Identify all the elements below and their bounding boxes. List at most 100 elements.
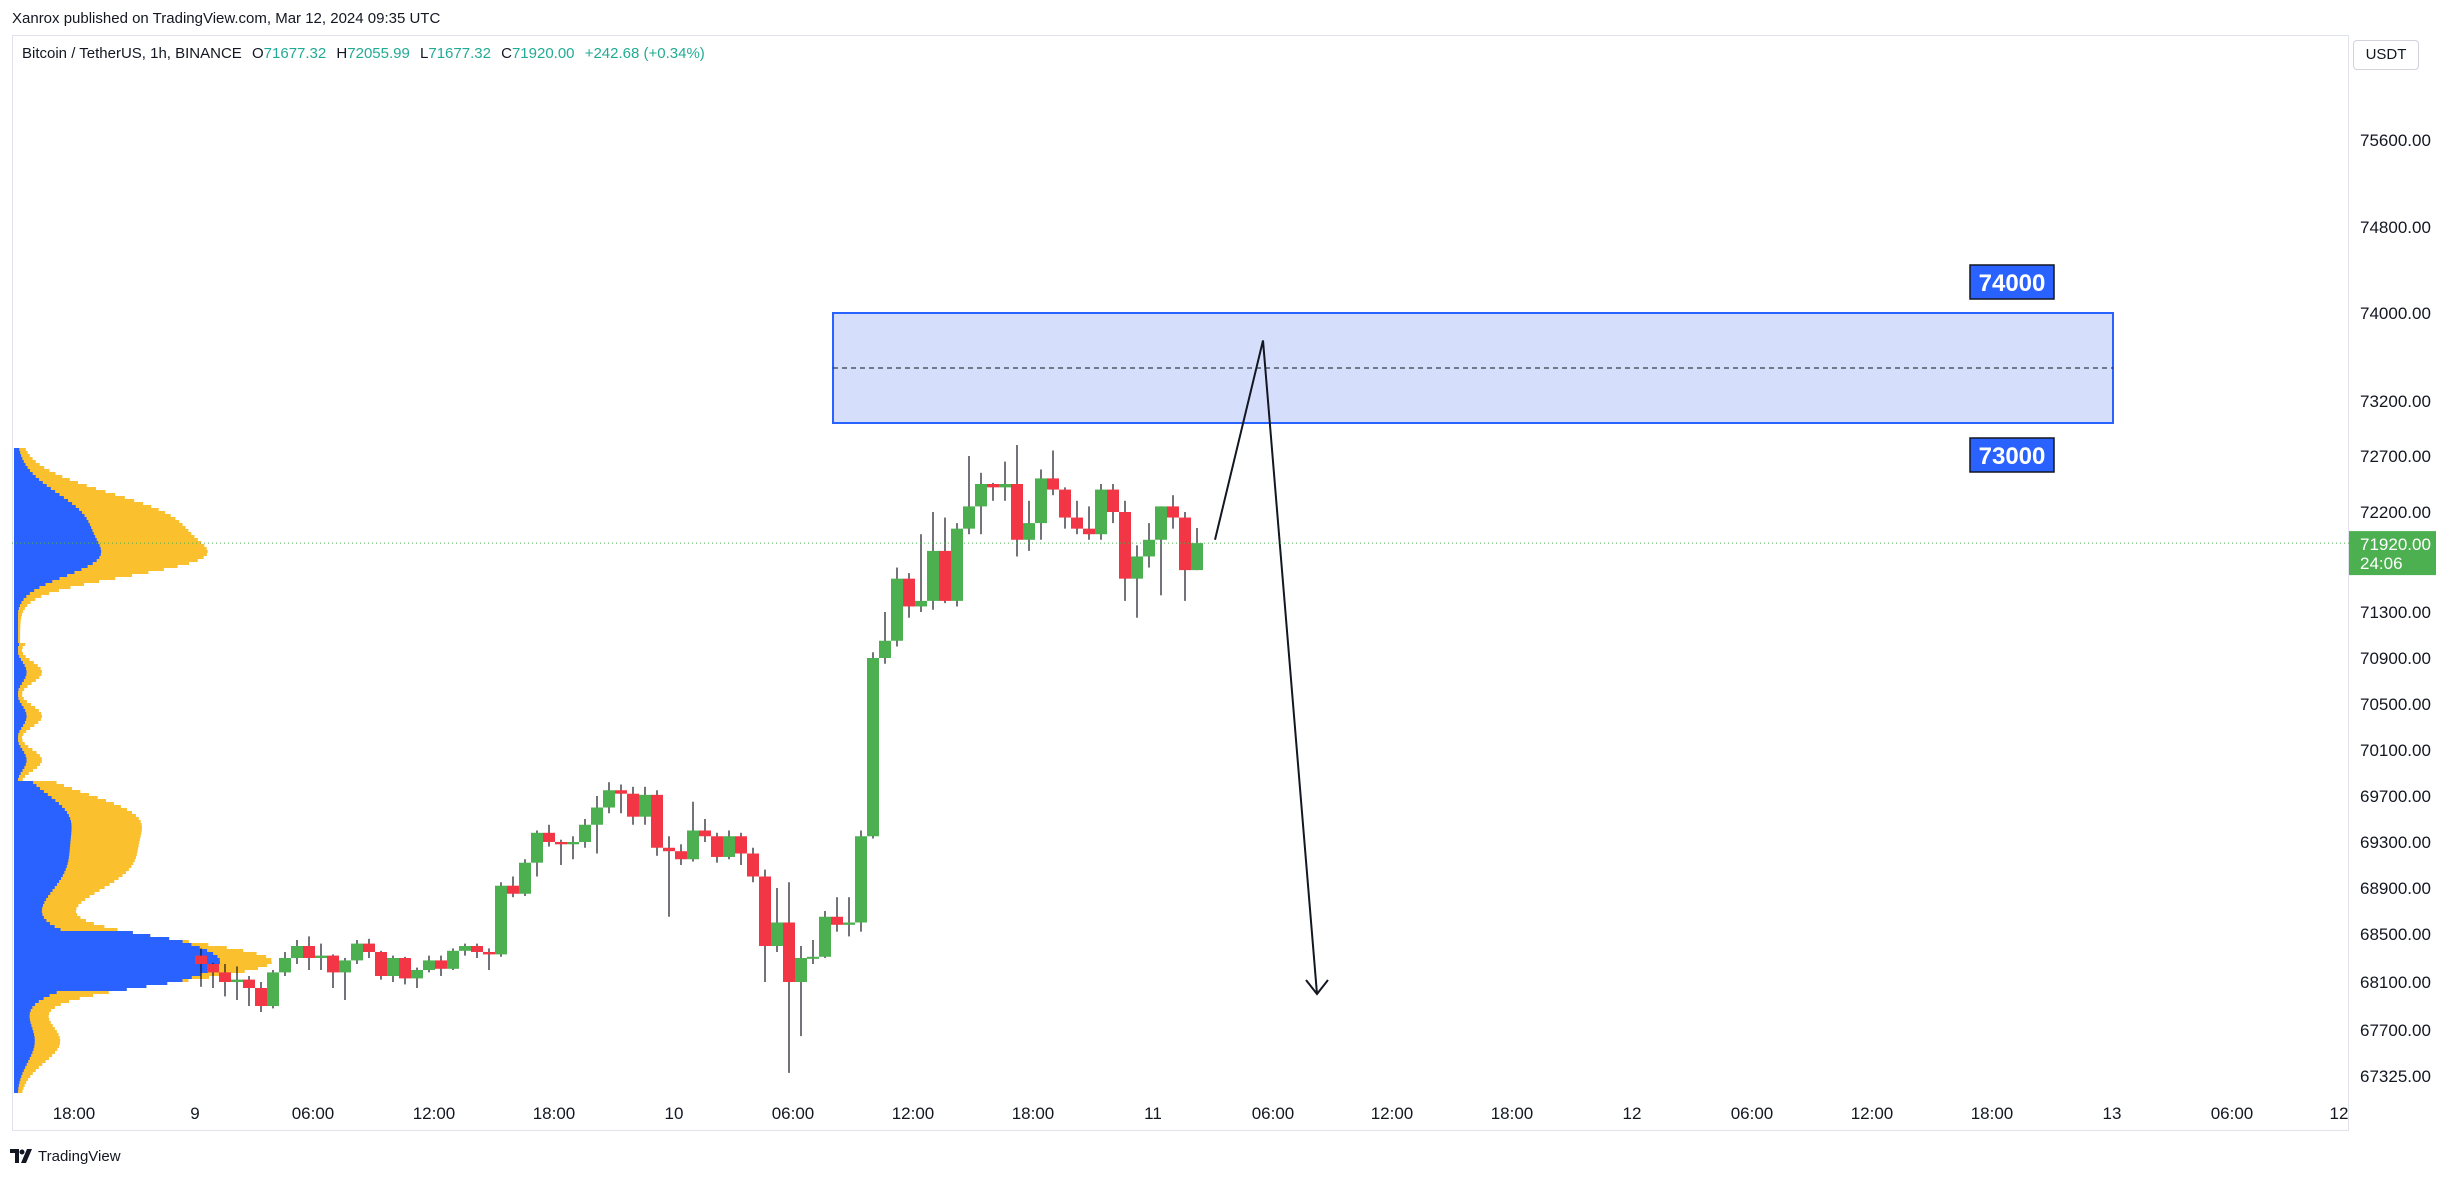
candle — [483, 948, 495, 970]
candle-body — [363, 943, 375, 952]
volume-bar-up — [14, 883, 57, 886]
volume-bar-up — [14, 517, 87, 520]
candle — [843, 897, 855, 937]
candle — [1047, 450, 1059, 496]
x-tick-label: 06:00 — [772, 1104, 815, 1123]
volume-bar-up — [14, 1042, 35, 1045]
volume-bar-down — [14, 598, 36, 601]
volume-bar-up — [14, 934, 151, 937]
candle — [711, 832, 723, 863]
volume-bar-up — [14, 985, 147, 988]
volume-bar-up — [14, 631, 18, 634]
x-tick-label: 06:00 — [292, 1104, 335, 1123]
volume-bar-up — [14, 877, 62, 880]
volume-bar-down — [14, 808, 127, 811]
volume-bar-down — [14, 736, 23, 739]
candle — [243, 976, 255, 1006]
symbol-title[interactable]: Bitcoin / TetherUS, 1h, BINANCE — [22, 45, 242, 62]
volume-bar-up — [14, 487, 51, 490]
candle — [423, 955, 435, 973]
candle — [1191, 528, 1203, 571]
volume-bar-down — [14, 1087, 24, 1090]
volume-bar-down — [14, 694, 23, 697]
candle — [291, 940, 303, 964]
time-axis[interactable]: 18:00 9 06:00 12:00 18:00 10 06:00 12:00 18:00 11… — [53, 1104, 2349, 1123]
candle — [435, 955, 447, 976]
volume-bar-up — [14, 628, 18, 631]
volume-bar-down — [14, 571, 149, 574]
candle-body — [1011, 484, 1023, 540]
volume-bar-up — [14, 964, 218, 967]
volume-bar-down — [14, 526, 186, 529]
volume-bar-down — [14, 460, 36, 463]
volume-bar-down — [14, 796, 98, 799]
volume-bar-down — [14, 853, 137, 856]
volume-bar-up — [14, 766, 25, 769]
volume-bar-up — [14, 682, 22, 685]
x-tick-label: 12 — [2330, 1104, 2349, 1123]
volume-bar-up — [14, 613, 18, 616]
volume-bar-up — [14, 553, 101, 556]
volume-bar-up — [14, 703, 22, 706]
volume-bar-up — [14, 670, 27, 673]
candle-body — [927, 550, 939, 601]
candle-body — [747, 853, 759, 877]
volume-bar-up — [14, 595, 27, 598]
volume-bar-up — [14, 832, 72, 835]
volume-bar-down — [14, 823, 142, 826]
candle-body — [279, 958, 291, 973]
candle-body — [675, 851, 687, 860]
volume-bar-down — [14, 550, 208, 553]
volume-bar-up — [14, 1036, 35, 1039]
volume-bar-up — [14, 658, 21, 661]
candle-body — [759, 876, 771, 946]
x-tick-label: 06:00 — [2211, 1104, 2254, 1123]
candle — [315, 943, 327, 970]
volume-bar-up — [14, 457, 23, 460]
price-axis[interactable]: 75600.00 74800.00 74000.00 73200.00 72700.00… — [2360, 131, 2431, 1086]
volume-bar-down — [14, 1021, 51, 1024]
candle — [663, 836, 675, 917]
y-tick-label: 68100.00 — [2360, 973, 2431, 992]
y-tick-label: 69300.00 — [2360, 833, 2431, 852]
candle-body — [615, 790, 627, 794]
volume-bar-down — [14, 1051, 55, 1054]
volume-bar-up — [14, 601, 22, 604]
low-label: L — [420, 45, 429, 62]
volume-bar-down — [14, 652, 24, 655]
candle-body — [939, 550, 951, 601]
candle-body — [531, 832, 543, 863]
chart-pane[interactable] — [12, 35, 2349, 1131]
volume-bar-up — [14, 979, 183, 982]
candles — [195, 445, 1203, 1073]
volume-bar-down — [14, 511, 166, 514]
candle — [567, 836, 579, 860]
volume-bar-down — [14, 682, 32, 685]
volume-bar-up — [14, 805, 63, 808]
volume-bar-down — [14, 613, 23, 616]
volume-bar-up — [14, 895, 49, 898]
volume-bar-down — [14, 850, 138, 853]
volume-bar-up — [14, 529, 93, 532]
volume-bar-down — [14, 700, 27, 703]
volume-bar-down — [14, 535, 195, 538]
candle — [903, 573, 915, 618]
currency-button[interactable]: USDT — [2353, 40, 2419, 70]
candle-body — [567, 842, 579, 845]
volume-bar-down — [14, 1048, 58, 1051]
volume-bar-down — [14, 565, 178, 568]
volume-bar-up — [14, 541, 99, 544]
last-price-value: 71920.00 — [2360, 535, 2431, 554]
volume-bar-up — [14, 469, 30, 472]
volume-bar-down — [14, 679, 36, 682]
candle — [915, 534, 927, 612]
volume-bar-down — [14, 676, 40, 679]
volume-bar-up — [14, 778, 18, 781]
volume-bar-down — [14, 448, 26, 451]
volume-bar-down — [14, 607, 25, 610]
volume-bar-down — [14, 856, 136, 859]
candle-body — [1179, 517, 1191, 571]
candle-body — [1071, 517, 1083, 529]
